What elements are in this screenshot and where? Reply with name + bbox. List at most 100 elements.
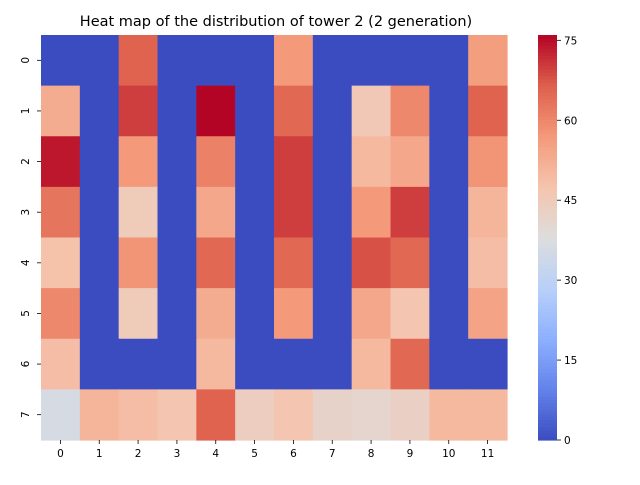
colorbar-band (538, 237, 557, 242)
heatmap-cell (41, 288, 81, 340)
colorbar-band (538, 372, 557, 377)
colorbar-band (538, 267, 557, 272)
heatmap-cell (79, 288, 120, 340)
colorbar-band (538, 227, 557, 232)
heatmap-cell (41, 35, 81, 87)
heatmap-cell (274, 237, 314, 289)
colorbar-band (538, 139, 557, 144)
colorbar-band (538, 325, 557, 330)
colorbar-band (538, 159, 557, 164)
colorbar-band (538, 413, 557, 417)
heatmap-cell (118, 338, 159, 390)
colorbar-tick-label: 15 (564, 355, 577, 367)
colorbar-band (538, 41, 557, 46)
heatmap-cell (274, 389, 314, 441)
colorbar-band (538, 396, 557, 401)
x-tick-label: 5 (251, 448, 258, 460)
heatmap-cell (79, 35, 120, 87)
heatmap-cell (118, 85, 159, 137)
heatmap-cell (274, 288, 314, 340)
y-tick-label: 2 (20, 158, 32, 165)
heatmap-cell (41, 338, 81, 390)
heatmap-cell (390, 389, 430, 441)
colorbar-band (538, 119, 557, 124)
colorbar-band (538, 301, 557, 306)
colorbar-band (538, 213, 557, 218)
heatmap-cell (118, 237, 159, 289)
y-tick-label: 0 (20, 57, 32, 64)
colorbar-band (538, 48, 557, 53)
heatmap-cell (429, 288, 469, 340)
colorbar-band (538, 379, 557, 384)
colorbar-band (538, 254, 557, 259)
heatmap-cell (351, 85, 392, 137)
colorbar-band (538, 197, 557, 201)
x-tick-label: 11 (481, 448, 494, 460)
heatmap-cell (351, 288, 392, 340)
heatmap-cell (312, 288, 353, 340)
colorbar-band (538, 109, 557, 114)
colorbar-band (538, 89, 557, 93)
colorbar-band (538, 291, 557, 296)
colorbar-band (538, 321, 557, 326)
colorbar-band (538, 311, 557, 316)
colorbar-band (538, 207, 557, 212)
colorbar-band (538, 170, 557, 174)
colorbar-band (538, 78, 557, 83)
heatmap-cell (429, 85, 469, 137)
colorbar-band (538, 423, 557, 428)
heatmap-cell (429, 186, 469, 239)
colorbar-band (538, 352, 557, 357)
heatmap-cell (157, 35, 197, 87)
heatmap-cell (157, 389, 197, 441)
heatmap-cell (274, 85, 314, 137)
colorbar-band (538, 278, 557, 282)
colorbar-band (538, 75, 557, 80)
heatmap-cell (196, 389, 236, 441)
heatmap-cell (390, 237, 430, 289)
colorbar-band (538, 193, 557, 198)
colorbar-band (538, 200, 557, 205)
colorbar-band (538, 183, 557, 188)
colorbar-band (538, 338, 557, 343)
y-tick-label: 7 (20, 411, 32, 418)
colorbar-band (538, 149, 557, 154)
colorbar-band (538, 38, 557, 43)
heatmap-cell (79, 389, 120, 441)
colorbar-band (538, 224, 557, 228)
colorbar-band (538, 240, 557, 245)
heatmap-cell (196, 35, 236, 87)
colorbar-band (538, 95, 557, 100)
heatmap-cell (468, 136, 508, 188)
colorbar-band (538, 406, 557, 411)
colorbar-band (538, 261, 557, 266)
colorbar-band (538, 247, 557, 252)
colorbar-band (538, 288, 557, 293)
heatmap-cell (351, 237, 392, 289)
chart-title: Heat map of the distribution of tower 2 … (80, 14, 472, 30)
heatmap-cell (468, 35, 508, 87)
y-tick-label: 6 (20, 360, 32, 367)
colorbar-band (538, 132, 557, 137)
colorbar-band (538, 203, 557, 208)
x-tick-label: 8 (368, 448, 375, 460)
x-tick-label: 1 (96, 448, 103, 460)
colorbar-band (538, 402, 557, 407)
colorbar-tick-label: 75 (564, 35, 577, 47)
colorbar-band (538, 99, 557, 104)
heatmap-cell (235, 136, 275, 188)
heatmap-cell (468, 288, 508, 340)
colorbar-band (538, 365, 557, 370)
colorbar-band (538, 386, 557, 390)
heatmap-cell (235, 389, 275, 441)
heatmap-cell (157, 288, 197, 340)
heatmap-cell (468, 237, 508, 289)
colorbar-tick-label: 45 (564, 195, 577, 207)
heatmap-cell (41, 389, 81, 441)
heatmap-cell (274, 35, 314, 87)
heatmap-cell (429, 389, 469, 441)
heatmap-cell (390, 136, 430, 188)
heatmap-cell (429, 237, 469, 289)
colorbar-band (538, 362, 557, 367)
